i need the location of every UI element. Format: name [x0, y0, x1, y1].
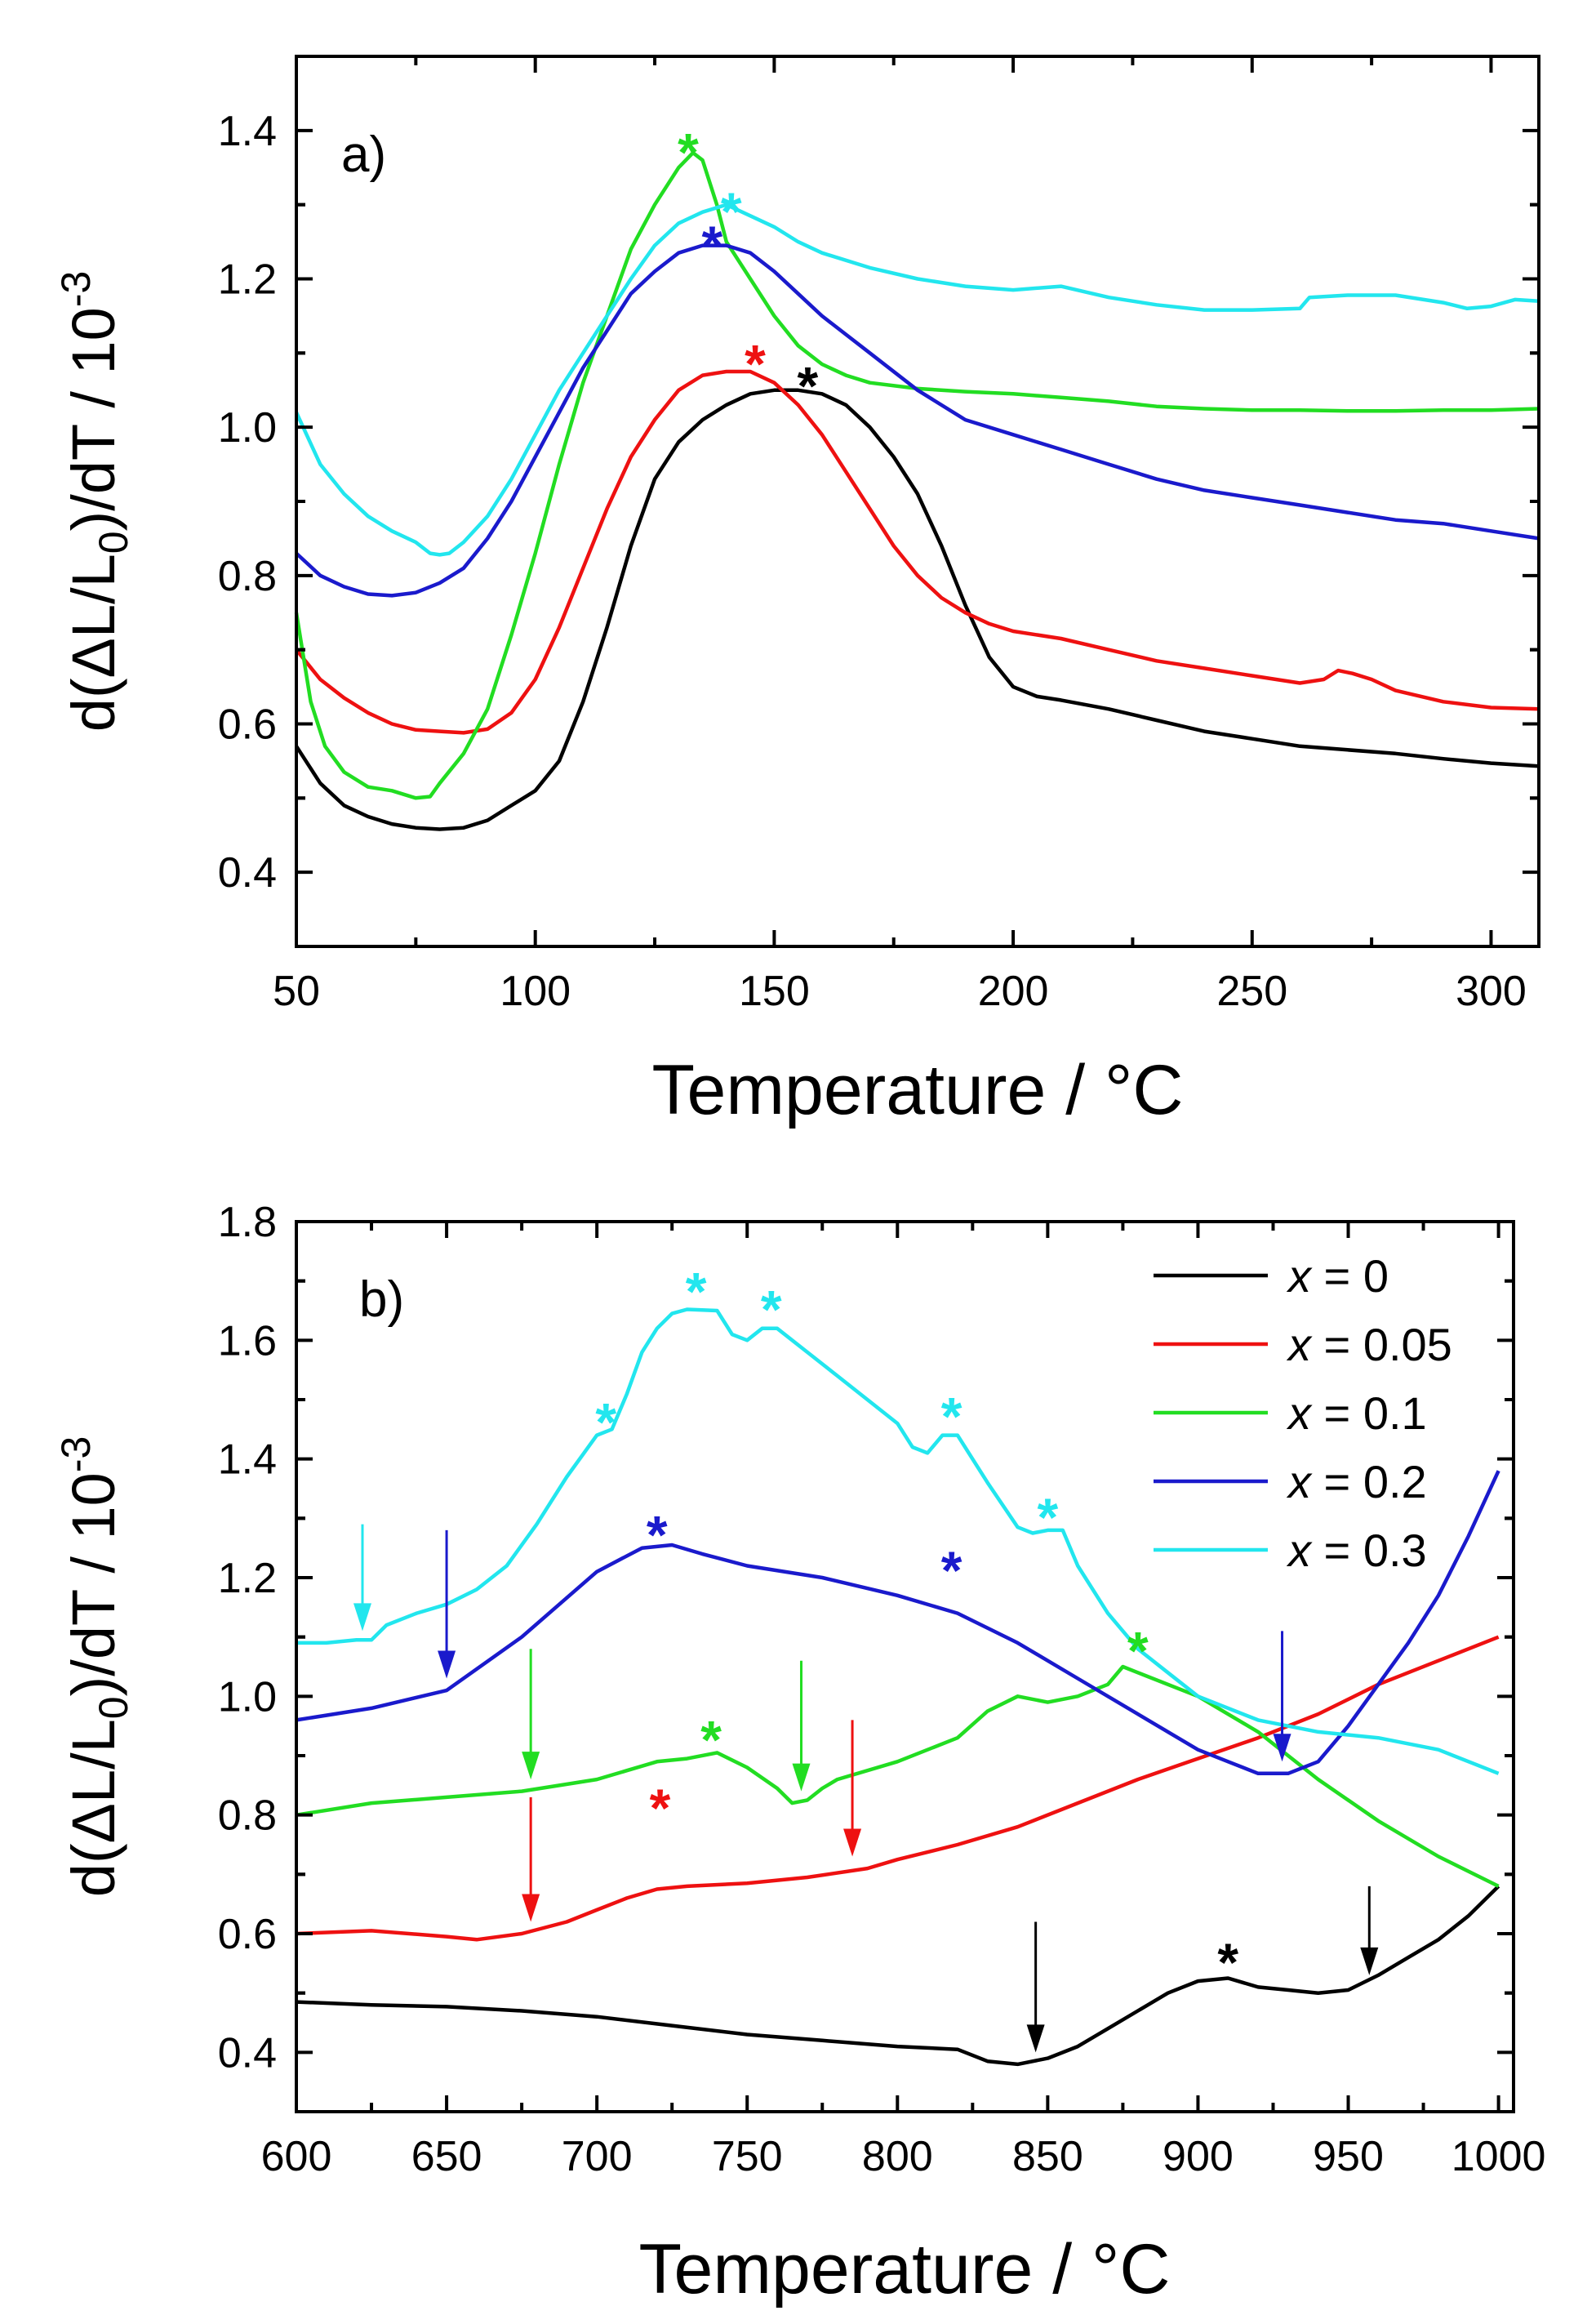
panel-a-x-tick-label-150: 150 — [739, 968, 810, 1015]
legend-label-x005: x = 0.05 — [1286, 1319, 1452, 1370]
panel-a-peak-star-x005: * — [745, 333, 766, 394]
panel-b-peak-star-x01: * — [1127, 1620, 1149, 1681]
panel-b-y-tick-label-1.8: 1.8 — [218, 1199, 277, 1246]
panel-a-series-x03 — [294, 203, 1540, 557]
panel-b-arrow-head-x03 — [353, 1603, 371, 1632]
panel-a-y-tick-label-1.2: 1.2 — [218, 256, 277, 304]
panel-b-arrow-head-x02 — [438, 1650, 456, 1679]
panel-b-peak-star-x0: * — [1217, 1932, 1238, 1992]
panel-b-y-tick-label-1.2: 1.2 — [218, 1555, 277, 1602]
panel-a-series-x01 — [294, 150, 1540, 800]
panel-b-x-axis-title: Temperature / °C — [639, 2230, 1171, 2308]
legend: x = 0 x = 0.05 x = 0.1 x = 0.2 x = 0.3 — [1154, 1250, 1452, 1576]
panel-a-y-tick-label-0.6: 0.6 — [218, 701, 277, 749]
panel-a-chart: **** * 50 100 150 200 250 3000.40.60.81.01.21.… — [53, 55, 1540, 1129]
panel-b-peak-star-x03: * — [595, 1392, 616, 1453]
panel-b-x-tick-label-600: 600 — [261, 2133, 332, 2180]
panel-a-series-x005 — [295, 369, 1540, 735]
panel-b-peak-star-x02: * — [941, 1540, 962, 1601]
panel-a-peak-star-x03: * — [721, 181, 742, 242]
panel-b-series-x005 — [296, 1635, 1500, 1942]
panel-a-x-axis-title: Temperature / °C — [652, 1051, 1184, 1129]
panel-a-x-tick-label-50: 50 — [273, 968, 320, 1015]
panel-b-y-tick-label-0.4: 0.4 — [218, 2029, 277, 2077]
panel-a-peak-star-x01: * — [678, 122, 699, 182]
panel-a-x-tick-label-100: 100 — [500, 968, 571, 1015]
legend-label-x02: x = 0.2 — [1286, 1456, 1427, 1507]
panel-a-peak-star-x0: * — [798, 356, 819, 416]
panel-b-series-x01 — [296, 1664, 1500, 1888]
panel-a-frame — [295, 55, 1540, 948]
panel-b-y-tick-label-1.4: 1.4 — [218, 1436, 277, 1484]
panel-b-arrow-head-x01 — [522, 1752, 540, 1780]
legend-label-x01: x = 0.1 — [1286, 1387, 1427, 1439]
panel-b-label: b) — [359, 1271, 404, 1328]
panel-b-frame — [295, 1220, 1515, 2113]
panel-a-label: a) — [341, 127, 386, 183]
panel-a-peak-star-x02: * — [701, 215, 722, 275]
panel-a-ticks: 50 100 150 200 250 300 0.4 0.6 0.8 1.0 1.2 1.4 — [218, 56, 1539, 1015]
panel-b-y-tick-label-0.6: 0.6 — [218, 1911, 277, 1958]
panel-b-arrow-head-x02 — [1273, 1734, 1291, 1762]
panel-b-x-tick-label-950: 950 — [1313, 2133, 1384, 2180]
panel-a-y-tick-label-0.8: 0.8 — [218, 553, 277, 600]
legend-label-x0: x = 0 — [1286, 1250, 1389, 1302]
panel-b-arrow-head-x005 — [843, 1828, 862, 1857]
panel-b-series-x02 — [296, 1470, 1500, 1776]
panel-b-y-tick-label-0.8: 0.8 — [218, 1792, 277, 1840]
panel-b-ticks: 600 650 700 750 800 850 900 950 1000 0.4 0.6 0.8 1.0… — [218, 1199, 1546, 2180]
panel-b-arrow-head-x0 — [1026, 2024, 1045, 2053]
panel-a-y-tick-label-0.4: 0.4 — [218, 849, 277, 897]
panel-b-x-tick-label-650: 650 — [411, 2133, 482, 2180]
panel-a-plot-layer: **** * — [294, 122, 1540, 831]
panel-b-peak-star-x03: * — [761, 1279, 782, 1339]
panel-a-series-x0 — [295, 388, 1540, 831]
panel-a-x-tick-label-200: 200 — [978, 968, 1049, 1015]
panel-a-series-x02 — [295, 243, 1540, 598]
panel-b-peak-star-x03: * — [686, 1262, 707, 1322]
panel-a-y-tick-label-1.4: 1.4 — [218, 108, 277, 155]
panel-b-plot-layer: * * * * * * * * * * * — [296, 1262, 1500, 2067]
panel-b-peak-star-x03: * — [941, 1386, 962, 1446]
panel-a-y-axis-title: d(ΔL/L0)/dT / 10-3 — [53, 271, 136, 732]
panel-b-y-tick-label-1.6: 1.6 — [218, 1317, 277, 1365]
legend-label-x03: x = 0.3 — [1286, 1525, 1427, 1576]
panel-b-peak-star-x01: * — [700, 1709, 722, 1770]
panel-b-peak-star-x03: * — [1038, 1487, 1059, 1547]
panel-b-x-tick-label-750: 750 — [712, 2133, 783, 2180]
panel-b-x-tick-label-1000: 1000 — [1452, 2133, 1546, 2180]
panel-b-series-x03 — [296, 1307, 1500, 1775]
panel-a-y-tick-label-1: 1.0 — [218, 404, 277, 452]
panel-b-y-axis-title: d(ΔL/L0)/dT / 10-3 — [53, 1436, 136, 1898]
panel-b-x-tick-label-800: 800 — [862, 2133, 933, 2180]
panel-b-x-tick-label-900: 900 — [1163, 2133, 1234, 2180]
panel-b-peak-star-x02: * — [647, 1505, 668, 1565]
panel-b-arrow-head-x005 — [522, 1894, 540, 1922]
panel-a-x-tick-label-300: 300 — [1456, 968, 1527, 1015]
panel-b-x-tick-label-850: 850 — [1012, 2133, 1083, 2180]
panel-b-y-tick-label-1: 1.0 — [218, 1673, 277, 1721]
panel-b-peak-star-x005: * — [650, 1778, 671, 1838]
panel-b-arrow-head-x01 — [792, 1763, 811, 1792]
panel-b-arrow-head-x0 — [1360, 1947, 1379, 1975]
panel-b-chart: * * * * * * * * * * * 600 650 700 750 800 850 900 950 1000… — [53, 1199, 1545, 2308]
panel-b-x-tick-label-700: 700 — [562, 2133, 633, 2180]
panel-a-x-tick-label-250: 250 — [1216, 968, 1287, 1015]
panel-b-series-x0 — [296, 1885, 1500, 2067]
